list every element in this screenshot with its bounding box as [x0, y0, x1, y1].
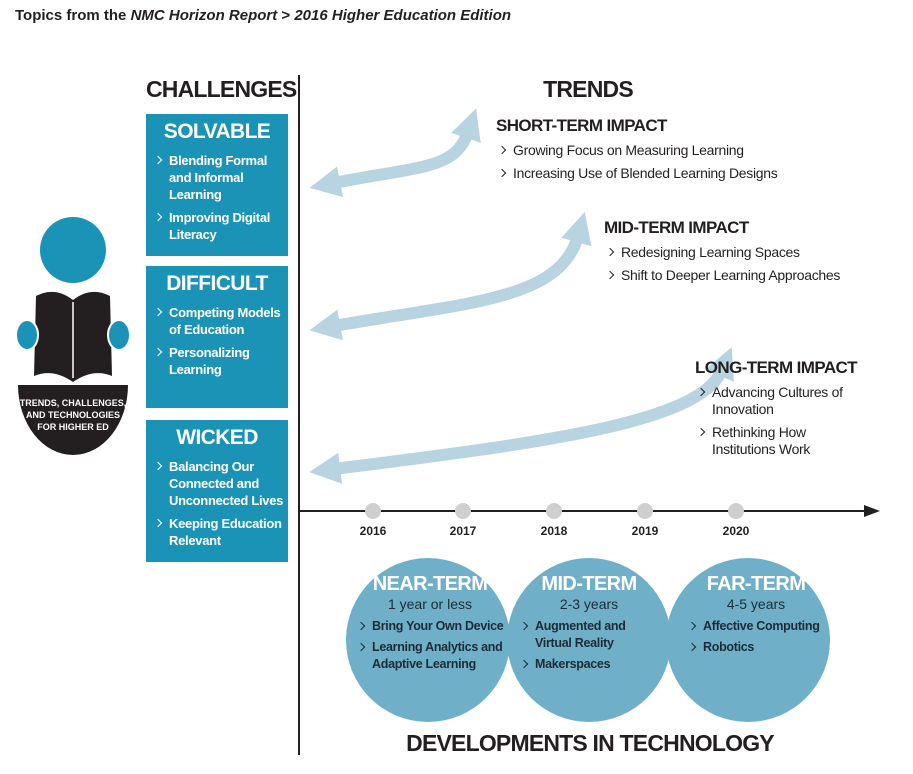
year-label: 2017 [449, 524, 477, 538]
trend-list: Advancing Cultures of Innovation Rethinki… [695, 384, 845, 458]
list-item: Shift to Deeper Learning Approaches [604, 267, 864, 284]
challenge-title: SOLVABLE [163, 120, 271, 143]
tech-title: NEAR-TERM [372, 573, 488, 595]
timeline-arrowhead [864, 505, 880, 517]
short-term-arrow [309, 108, 481, 198]
list-item: Rethinking How Institutions Work [695, 424, 845, 458]
list-item: Keeping Education Relevant [152, 515, 284, 549]
list-item: Personalizing Learning [152, 344, 284, 378]
challenge-list: Blending Formal and Informal Learning Imp… [152, 152, 284, 243]
tech-list: Bring Your Own Device Learning Analytics … [355, 618, 505, 673]
caption-line: FOR HIGHER ED [37, 422, 109, 432]
icon-caption: TRENDS, CHALLENGES, AND TECHNOLOGIES FOR… [18, 397, 128, 433]
list-item: Robotics [686, 639, 826, 656]
list-item: Advancing Cultures of Innovation [695, 384, 845, 418]
year-markers [365, 503, 744, 519]
list-item: Bring Your Own Device [355, 618, 505, 635]
long-term-arrow [309, 347, 734, 484]
year-label: 2020 [722, 524, 750, 538]
trend-list: Redesigning Learning Spaces Shift to Deep… [604, 244, 864, 284]
tech-group: NEAR-TERM 1 year or less Bring Your Own De… [355, 573, 505, 677]
trends-heading: TRENDS [543, 76, 634, 102]
tech-group: FAR-TERM 4-5 years Affective Computing Robo… [686, 573, 826, 660]
list-item: Redesigning Learning Spaces [604, 244, 864, 261]
tech-list: Augmented and Virtual Reality Makerspaces [518, 618, 660, 673]
caption-line: TRENDS, CHALLENGES, [19, 398, 127, 408]
challenge-list: Competing Models of Education Personalizi… [152, 304, 284, 378]
title-lead: Topics from the [15, 7, 127, 24]
list-item: Makerspaces [518, 656, 660, 673]
trend-group: MID-TERM IMPACT Redesigning Learning Spac… [604, 218, 864, 290]
tech-title: FAR-TERM [706, 573, 806, 595]
trend-title: MID-TERM IMPACT [604, 218, 749, 237]
challenges-heading: CHALLENGES [146, 76, 297, 102]
list-item: Learning Analytics and Adaptive Learning [355, 639, 505, 673]
trend-title: SHORT-TERM IMPACT [496, 116, 667, 135]
tech-title: MID-TERM [541, 573, 637, 595]
trend-group: SHORT-TERM IMPACT Growing Focus on Measur… [496, 116, 796, 188]
list-item: Balancing Our Connected and Unconnected … [152, 458, 284, 509]
mid-term-arrow [309, 211, 592, 341]
challenge-box: DIFFICULT Competing Models of Education Pe… [146, 266, 288, 408]
year-label: 2018 [540, 524, 568, 538]
year-label: 2016 [359, 524, 387, 538]
list-item: Growing Focus on Measuring Learning [496, 142, 796, 159]
list-item: Affective Computing [686, 618, 826, 635]
title-report: NMC Horizon Report [130, 7, 278, 24]
year-label: 2019 [631, 524, 659, 538]
list-item: Augmented and Virtual Reality [518, 618, 660, 652]
reader-icon [15, 217, 131, 455]
technology-heading: DEVELOPMENTS IN TECHNOLOGY [406, 730, 774, 756]
trend-group: LONG-TERM IMPACT Advancing Cultures of In… [695, 358, 858, 464]
challenge-box: SOLVABLE Blending Formal and Informal Lea… [146, 114, 288, 256]
challenge-title: DIFFICULT [166, 272, 268, 295]
challenge-box: WICKED Balancing Our Connected and Unconn… [146, 420, 288, 562]
tech-horizon: 1 year or less [387, 596, 473, 612]
caption-line: AND TECHNOLOGIES [25, 410, 120, 420]
list-item: Blending Formal and Informal Learning [152, 152, 284, 203]
page-title: Topics from the NMC Horizon Report > 201… [15, 7, 511, 24]
tech-group: MID-TERM 2-3 years Augmented and Virtual R… [518, 573, 660, 677]
title-separator: > [281, 7, 291, 24]
challenge-title: WICKED [176, 426, 258, 449]
list-item: Competing Models of Education [152, 304, 284, 338]
tech-list: Affective Computing Robotics [686, 618, 826, 656]
trend-list: Growing Focus on Measuring Learning Incre… [496, 142, 796, 182]
title-edition: 2016 Higher Education Edition [294, 7, 512, 24]
trend-title: LONG-TERM IMPACT [695, 358, 858, 377]
tech-horizon: 2-3 years [559, 596, 619, 612]
tech-horizon: 4-5 years [726, 596, 786, 612]
list-item: Improving Digital Literacy [152, 209, 284, 243]
list-item: Increasing Use of Blended Learning Desig… [496, 165, 796, 182]
challenge-list: Balancing Our Connected and Unconnected … [152, 458, 284, 549]
